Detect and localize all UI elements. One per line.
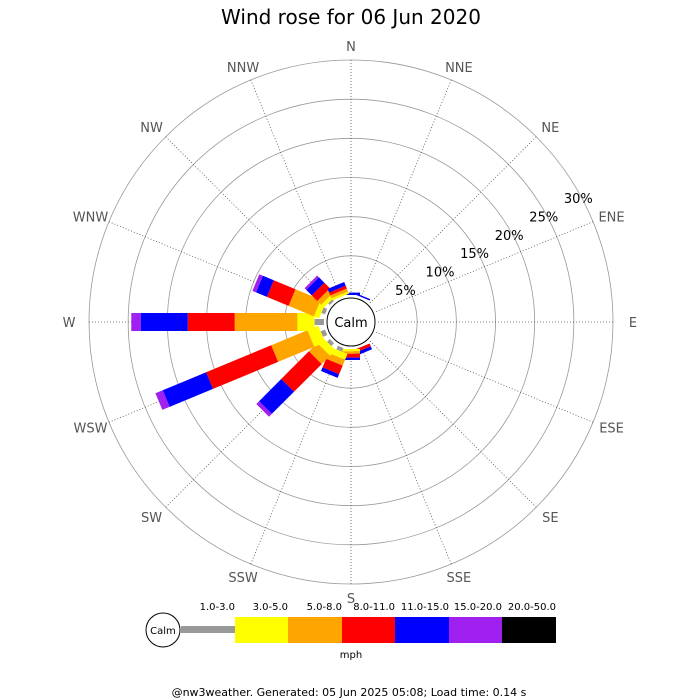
dir-label-wnw: WNW xyxy=(73,210,109,225)
legend-swatch-4 xyxy=(342,617,395,643)
dir-label-wsw: WSW xyxy=(73,422,107,437)
bar-s-bin-3 xyxy=(342,351,360,354)
bar-ssw-bin-4 xyxy=(322,358,343,375)
bar-w-bin-4 xyxy=(187,313,235,331)
bar-w-bin-1 xyxy=(314,319,324,325)
legend-swatch-5 xyxy=(395,617,449,643)
bar-sw-bin-1 xyxy=(327,339,334,346)
spoke-ssw xyxy=(250,346,342,565)
dir-label-s: S xyxy=(347,592,355,607)
bar-nw-bin-6 xyxy=(304,275,319,290)
legend-swatch-7 xyxy=(502,617,556,643)
spoke-ene xyxy=(375,221,594,313)
dir-label-w: W xyxy=(63,316,76,331)
ring-label-5: 25% xyxy=(529,210,558,225)
dir-label-ne: NE xyxy=(541,121,559,136)
bar-nw-bin-5 xyxy=(306,277,325,296)
dir-label-ssw: SSW xyxy=(228,571,258,586)
bar-nnw-bin-3 xyxy=(330,288,349,299)
spoke-nnw xyxy=(250,79,342,298)
bar-nw-bin-4 xyxy=(311,282,330,301)
bar-wsw-bin-6 xyxy=(155,390,170,410)
ring-label-3: 15% xyxy=(460,247,489,262)
legend-label-3: 5.0-8.0 xyxy=(307,602,342,613)
calm-circle xyxy=(326,297,376,347)
bar-wnw-bin-5 xyxy=(256,275,274,297)
legend-swatch-1 xyxy=(181,626,235,633)
legend-label-1: 1.0-3.0 xyxy=(200,602,235,613)
legend-calm-circle xyxy=(145,612,181,648)
bar-sw-bin-5 xyxy=(259,379,294,414)
bars xyxy=(131,274,372,417)
legend-swatch-2 xyxy=(235,617,288,643)
calm-label: Calm xyxy=(334,316,367,331)
legend-swatch-3 xyxy=(288,617,342,643)
dir-label-sw: SW xyxy=(141,511,162,526)
bar-s-bin-5 xyxy=(342,357,360,360)
calm-center: Calm xyxy=(326,297,376,347)
spoke-sse xyxy=(360,346,452,565)
legend-label-7: 20.0-50.0 xyxy=(508,602,556,613)
dir-label-nnw: NNW xyxy=(227,61,259,76)
spoke-se xyxy=(369,340,537,508)
legend-swatch-6 xyxy=(449,617,502,643)
footer-text: @nw3weather. Generated: 05 Jun 2025 05:0… xyxy=(172,686,527,699)
bar-nnw-bin-4 xyxy=(329,285,347,296)
bar-wsw-bin-1 xyxy=(320,329,328,337)
spoke-ne xyxy=(369,136,537,304)
bar-w-bin-2 xyxy=(297,313,315,331)
chart-title: Wind rose for 06 Jun 2020 xyxy=(221,5,481,29)
bar-w-bin-5 xyxy=(140,313,188,331)
bar-ssw-bin-3 xyxy=(326,352,346,366)
bar-wnw-bin-4 xyxy=(266,280,296,306)
dir-label-e: E xyxy=(629,316,637,331)
bar-sw-bin-6 xyxy=(256,401,272,417)
bar-wsw-bin-2 xyxy=(307,325,326,347)
bar-ssw-bin-1 xyxy=(336,345,344,352)
spoke-ese xyxy=(375,331,594,423)
bar-s-bin-2 xyxy=(342,349,360,352)
dir-label-n: N xyxy=(346,40,356,55)
ring-label-1: 5% xyxy=(395,284,416,299)
ring-label-6: 30% xyxy=(564,192,593,207)
bar-ssw-bin-5 xyxy=(321,367,340,378)
legend-calm-label: Calm xyxy=(150,626,176,637)
dir-label-se: SE xyxy=(542,511,558,526)
bar-wnw-bin-6 xyxy=(252,274,263,293)
bar-wsw-bin-5 xyxy=(162,372,213,407)
legend-label-5: 11.0-15.0 xyxy=(401,602,449,613)
spoke-nne xyxy=(360,79,452,298)
bar-w-bin-3 xyxy=(234,313,298,331)
direction-labels: N NNE NE ENE E ESE SE SSE S SSW SW WSW W WNW NW NNW xyxy=(63,40,638,607)
spoke-nw xyxy=(165,136,333,304)
dir-label-ese: ESE xyxy=(599,422,624,437)
bar-wsw-bin-3 xyxy=(271,330,315,362)
bar-wnw-bin-1 xyxy=(321,307,328,315)
dir-label-ene: ENE xyxy=(598,210,624,225)
ring-label-4: 20% xyxy=(495,229,524,244)
bar-sw-bin-4 xyxy=(281,351,322,392)
legend-label-6: 15.0-20.0 xyxy=(454,602,502,613)
legend-units: mph xyxy=(340,650,362,661)
legend-items: 1.0-3.0 3.0-5.0 5.0-8.0 8.0-11.0 11.0-15.0 15… xyxy=(181,602,556,643)
legend-label-4: 8.0-11.0 xyxy=(353,602,395,613)
ring-labels: 5% 10% 15% 20% 25% 30% xyxy=(395,192,593,299)
bar-w-bin-6 xyxy=(131,313,141,331)
dir-label-sse: SSE xyxy=(447,571,472,586)
bar-nnw-bin-2 xyxy=(331,291,349,301)
bar-nw-bin-1 xyxy=(328,299,334,305)
dir-label-nw: NW xyxy=(140,121,163,136)
legend-label-2: 3.0-5.0 xyxy=(253,602,288,613)
legend: Calm 1.0-3.0 3.0-5.0 5.0-8.0 8.0-11.0 11.0-1… xyxy=(145,602,556,661)
bar-sw-bin-3 xyxy=(308,343,330,365)
bar-wsw-bin-4 xyxy=(206,345,279,389)
bar-nne-bin-5 xyxy=(353,292,371,301)
ring-label-2: 10% xyxy=(426,266,455,281)
bar-wnw-bin-3 xyxy=(288,289,321,317)
bar-nnw-bin-5 xyxy=(327,282,346,293)
dir-label-nne: NNE xyxy=(445,61,473,76)
